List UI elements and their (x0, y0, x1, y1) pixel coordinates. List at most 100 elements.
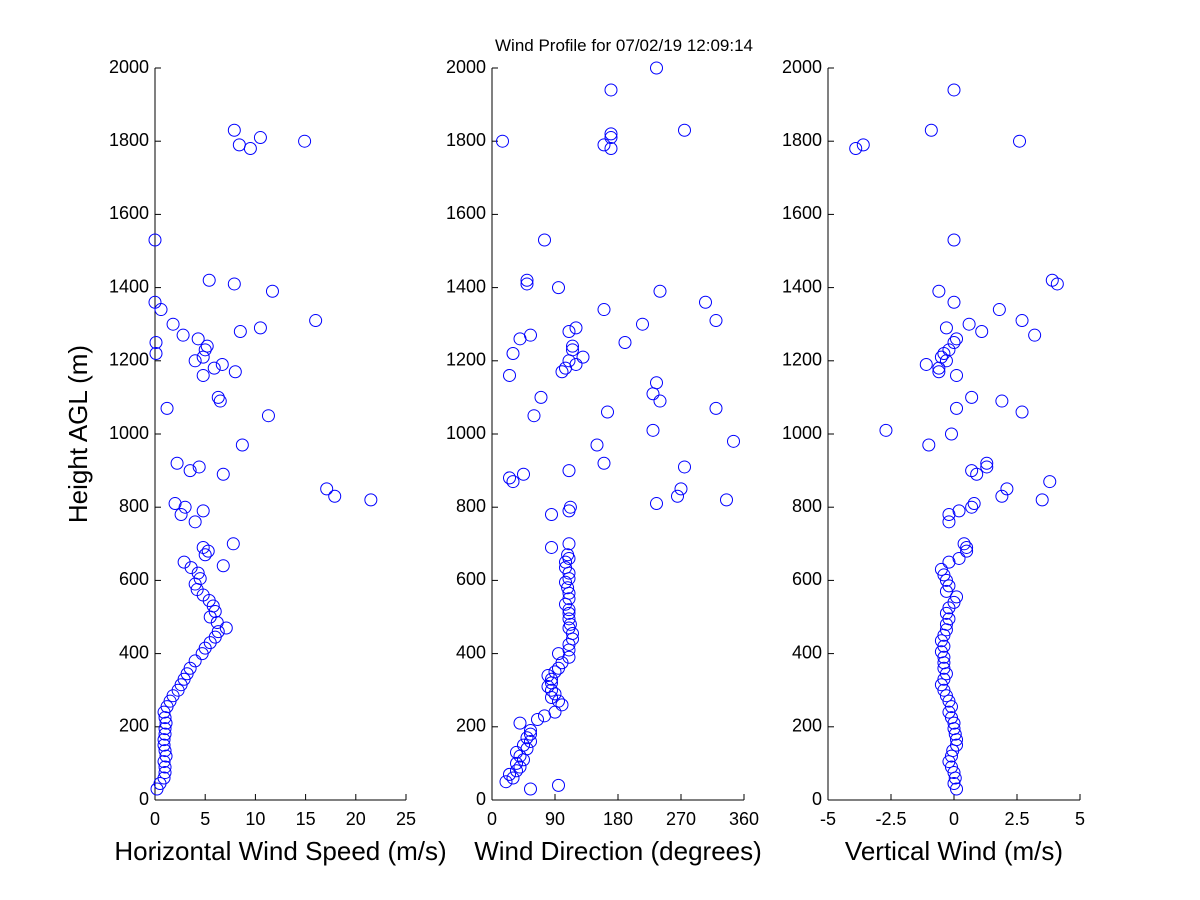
y-tick-label: 2000 (109, 57, 149, 77)
point (364, 493, 378, 507)
y-tick-label: 1400 (446, 276, 486, 296)
point (510, 756, 523, 770)
point (545, 508, 558, 522)
point (157, 771, 171, 785)
point (601, 405, 614, 419)
x-axis-label: Wind Direction (degrees) (474, 836, 762, 866)
y-tick-label: 1200 (446, 350, 486, 370)
point (947, 336, 961, 349)
y-tick-label: 400 (456, 642, 486, 662)
point (590, 438, 604, 452)
point (524, 727, 537, 741)
point (924, 123, 938, 137)
point (919, 357, 933, 371)
point (227, 123, 241, 137)
point (157, 733, 171, 747)
x-tick-label: 20 (346, 809, 366, 829)
point (188, 515, 202, 529)
y-tick-label: 0 (812, 789, 822, 809)
point (942, 579, 956, 593)
point (527, 409, 541, 423)
point (674, 482, 688, 496)
point (499, 775, 513, 789)
point (980, 456, 994, 470)
point (942, 515, 956, 529)
point (992, 303, 1006, 317)
x-tick-label: 25 (396, 809, 416, 829)
point (950, 738, 964, 752)
point (937, 639, 951, 653)
point (965, 390, 979, 404)
point (261, 409, 275, 423)
point (934, 645, 948, 659)
point (503, 471, 516, 485)
point (309, 314, 323, 328)
point (1015, 314, 1029, 328)
point (545, 683, 558, 697)
point (962, 317, 976, 331)
point (653, 394, 667, 408)
point (980, 460, 994, 474)
point (233, 325, 247, 339)
point (159, 716, 173, 730)
x-axis-label: Vertical Wind (m/s) (845, 836, 1063, 866)
point (566, 339, 579, 353)
point (510, 764, 523, 778)
point (198, 343, 212, 357)
x-tick-label: 2.5 (1004, 809, 1029, 829)
point (939, 321, 953, 335)
point (975, 325, 989, 339)
point (618, 336, 632, 349)
point (538, 233, 551, 247)
point (937, 672, 951, 686)
point (178, 500, 192, 514)
point (939, 617, 953, 631)
point (967, 497, 981, 511)
point (513, 760, 527, 774)
point (942, 705, 956, 719)
point (934, 678, 948, 692)
point (569, 357, 583, 371)
point (947, 716, 961, 730)
point (856, 138, 870, 152)
y-tick-label: 1200 (782, 350, 822, 370)
point (552, 694, 565, 708)
point (253, 321, 267, 335)
point (183, 661, 197, 675)
point (561, 548, 575, 562)
point (937, 661, 951, 675)
point (243, 142, 257, 156)
point (520, 742, 534, 756)
point (157, 738, 171, 752)
point (597, 138, 611, 152)
x-tick-label: 5 (200, 809, 210, 829)
point (265, 284, 279, 298)
point (937, 683, 951, 697)
y-tick-label: 1800 (446, 130, 486, 150)
point (944, 427, 958, 441)
point (699, 295, 712, 309)
point (950, 368, 964, 382)
point (709, 314, 723, 328)
y-tick-label: 1200 (109, 350, 149, 370)
point (947, 295, 961, 309)
point (524, 734, 537, 748)
point (944, 749, 958, 763)
point (562, 464, 576, 478)
point (503, 767, 516, 781)
y-tick-label: 1000 (446, 423, 486, 443)
point (937, 568, 951, 582)
point (555, 698, 569, 712)
point (534, 390, 548, 404)
point (196, 368, 210, 382)
x-tick-label: 0 (487, 809, 497, 829)
point (202, 273, 216, 287)
point (541, 680, 555, 694)
y-tick-label: 1600 (782, 203, 822, 223)
point (170, 456, 184, 470)
point (1035, 493, 1049, 507)
point (604, 142, 618, 156)
point (520, 731, 534, 745)
point (576, 350, 590, 364)
point (235, 438, 249, 452)
